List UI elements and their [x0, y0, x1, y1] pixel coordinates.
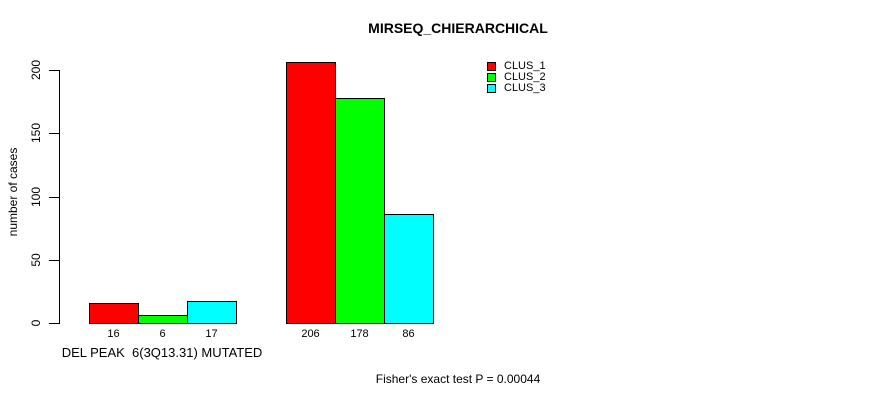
legend-item-clus-3: CLUS_3 [487, 83, 546, 94]
y-axis-tick [49, 70, 59, 71]
legend-item-clus-1: CLUS_1 [487, 61, 546, 72]
legend-swatch-clus-3 [487, 84, 496, 93]
legend-swatch-clus-1 [487, 62, 496, 71]
bar-value-label: 178 [350, 328, 369, 340]
annotation-text: Fisher's exact test P = 0.00044 [375, 372, 541, 386]
bar-value-label: 16 [107, 328, 120, 340]
legend-item-clus-2: CLUS_2 [487, 72, 546, 83]
bar-clus_1-group2 [286, 62, 336, 324]
legend-label-clus-2: CLUS_2 [504, 71, 546, 83]
bar-clus_2-group1 [138, 315, 188, 324]
y-axis-tick-label: 200 [29, 59, 43, 81]
chart-title: MIRSEQ_CHIERARCHICAL [368, 20, 548, 36]
y-axis-tick-label: 50 [29, 253, 43, 267]
y-axis-tick-label: 0 [29, 319, 43, 327]
bar-clus_2-group2 [335, 98, 385, 324]
y-axis-tick-label: 150 [29, 122, 43, 144]
y-axis-label: number of cases [6, 147, 20, 237]
y-axis-tick [49, 323, 59, 324]
bar-clus_3-group1 [187, 301, 237, 324]
bar-value-label: 6 [159, 328, 166, 340]
legend-label-clus-3: CLUS_3 [504, 82, 546, 94]
y-axis-line [59, 70, 60, 324]
y-axis-tick [49, 197, 59, 198]
legend-swatch-clus-2 [487, 73, 496, 82]
bar-clus_3-group2 [384, 214, 434, 324]
bar-value-label: 206 [301, 328, 320, 340]
bar-clus_1-group1 [89, 303, 139, 324]
bar-value-label: 17 [205, 328, 218, 340]
legend: CLUS_1 CLUS_2 CLUS_3 [487, 61, 546, 94]
y-axis-tick [49, 133, 59, 134]
y-axis-tick [49, 260, 59, 261]
legend-label-clus-1: CLUS_1 [504, 60, 546, 72]
x-axis-group-label: DEL PEAK 6(3Q13.31) MUTATED [61, 345, 263, 360]
y-axis-tick-label: 100 [29, 186, 43, 208]
bar-value-label: 86 [402, 328, 415, 340]
